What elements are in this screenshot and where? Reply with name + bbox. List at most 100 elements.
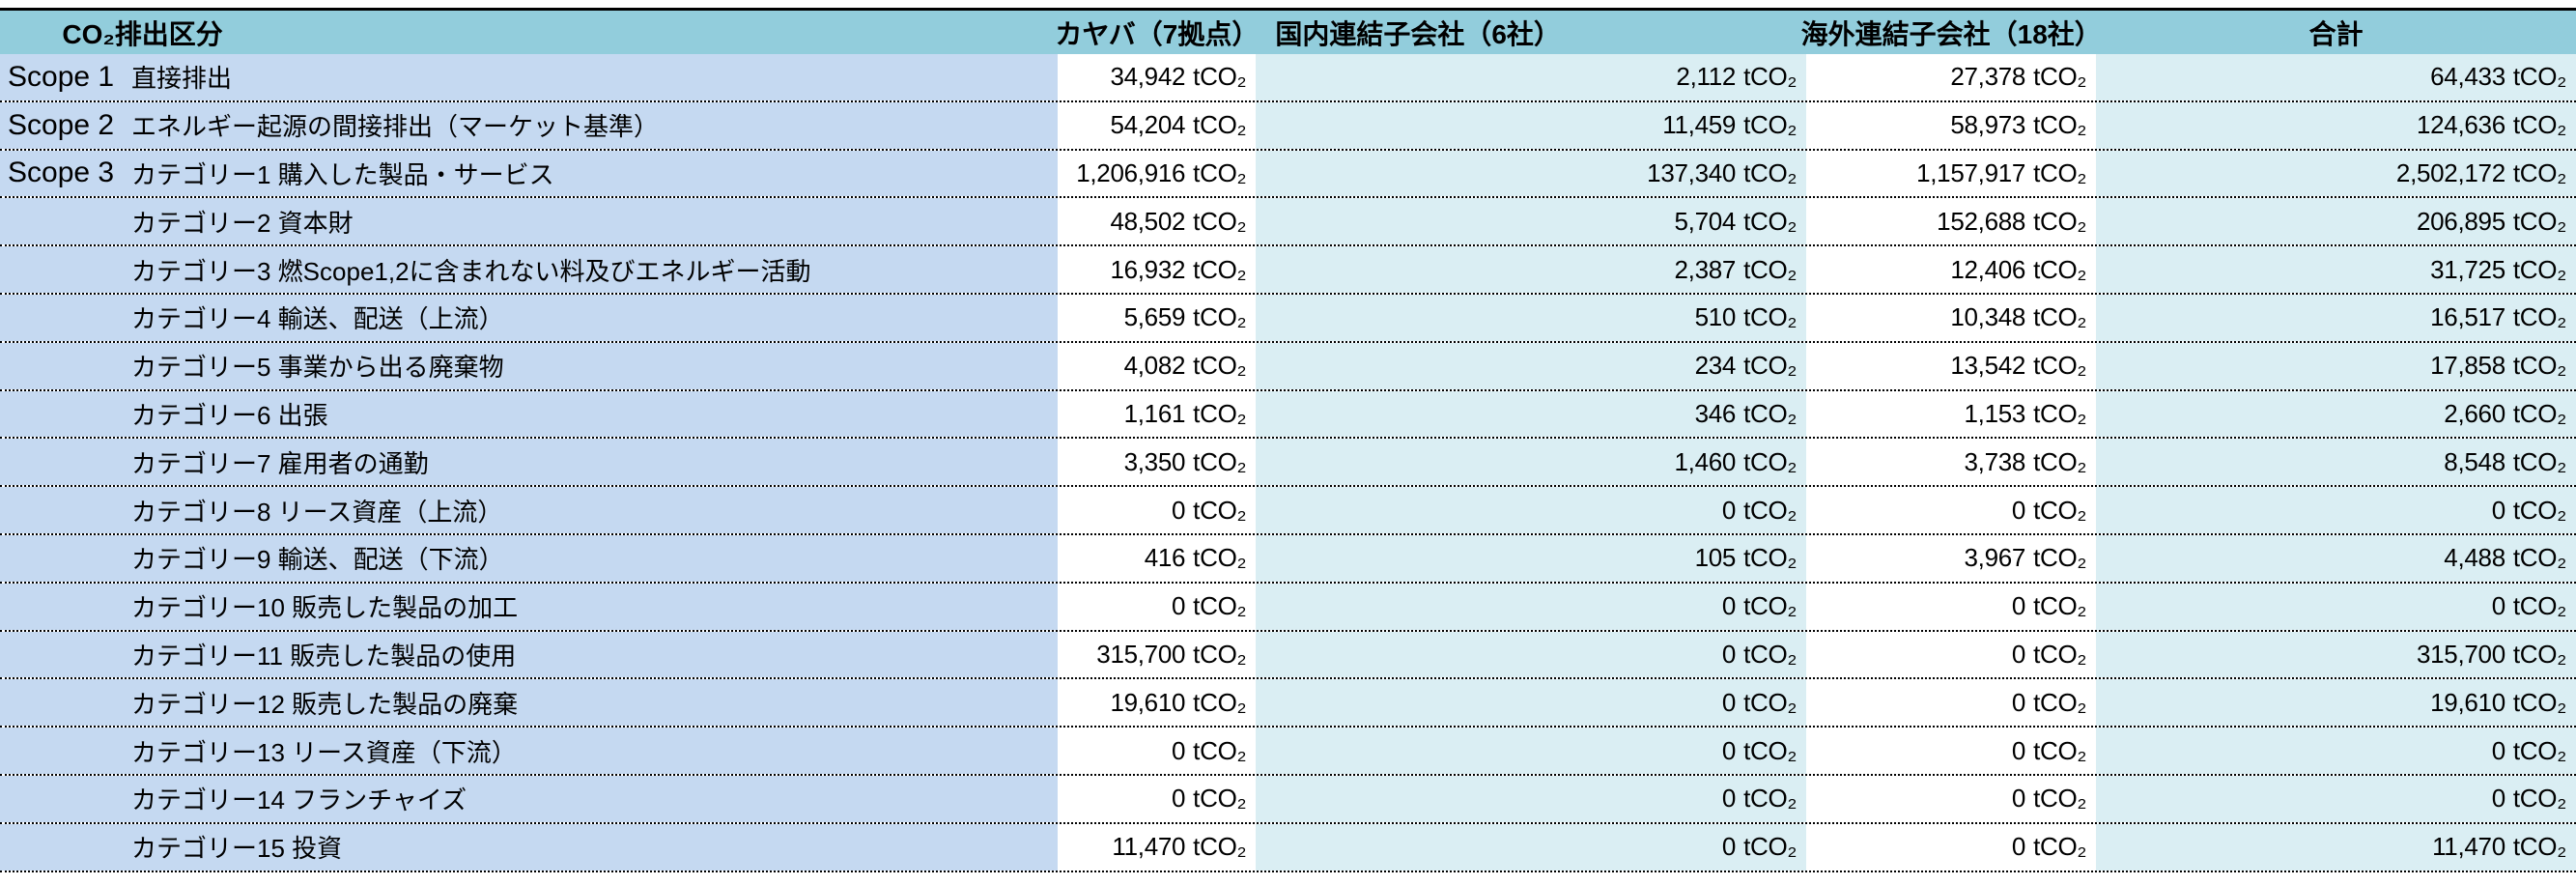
unit-label: tCO₂ xyxy=(1743,206,1798,236)
overseas-value-cell: 1,153 tCO₂ xyxy=(1806,390,2097,438)
unit-label: tCO₂ xyxy=(1193,351,1247,381)
category-label: カテゴリー9 輸送、配送（下流） xyxy=(131,545,504,575)
kayaba-value: 11,470 xyxy=(1112,832,1186,862)
kayaba-value: 0 xyxy=(1172,495,1186,525)
total-value: 31,725 xyxy=(2430,254,2505,284)
header-category: CO₂排出区分 xyxy=(0,11,1058,54)
overseas-value-cell: 58,973 tCO₂ xyxy=(1806,101,2097,149)
overseas-value-cell: 0 tCO₂ xyxy=(1806,679,2097,727)
total-value: 4,488 xyxy=(2444,543,2505,573)
domestic-value-cell: 2,387 tCO₂ xyxy=(1256,246,1807,293)
kayaba-value: 19,610 xyxy=(1110,687,1186,717)
overseas-value-cell: 0 tCO₂ xyxy=(1806,728,2097,774)
domestic-value-cell: 0 tCO₂ xyxy=(1256,775,1807,822)
kayaba-value: 34,942 xyxy=(1110,62,1186,92)
category-cell: Scope 2 エネルギー起源の間接排出（マーケット基準） xyxy=(0,101,1059,149)
unit-label: tCO₂ xyxy=(2033,302,2087,332)
kayaba-value: 315,700 xyxy=(1096,639,1186,669)
table-row: Scope 1 直接排出 34,942 tCO₂ 2,112 tCO₂ 27,378… xyxy=(0,54,2576,102)
overseas-value-cell: 12,406 tCO₂ xyxy=(1806,246,2097,293)
domestic-value-cell: 0 tCO₂ xyxy=(1256,583,1807,630)
table-row: カテゴリー4 輸送、配送（上流） 5,659 tCO₂ 510 tCO₂ 10,34… xyxy=(0,294,2576,343)
scope-label: Scope 1 xyxy=(8,60,115,93)
total-value: 2,660 xyxy=(2444,398,2505,428)
overseas-value: 10,348 xyxy=(1950,302,2026,332)
total-value-cell: 19,610 tCO₂ xyxy=(2096,679,2576,727)
table-row: カテゴリー3 燃Scope1,2に含まれない料及びエネルギー活動 16,932 t… xyxy=(0,246,2576,295)
domestic-value: 2,112 xyxy=(1676,62,1737,92)
category-cell: カテゴリー7 雇用者の通勤 xyxy=(0,439,1059,486)
total-value: 0 xyxy=(2491,784,2505,814)
unit-label: tCO₂ xyxy=(1193,687,1247,717)
unit-label: tCO₂ xyxy=(2512,543,2566,573)
header-category-label: CO₂排出区分 xyxy=(62,18,223,49)
domestic-value: 105 xyxy=(1694,543,1737,573)
category-label: 直接排出 xyxy=(131,64,233,94)
unit-label: tCO₂ xyxy=(2033,639,2087,669)
header-domestic-label: 国内連結子会社（6社） xyxy=(1275,18,1561,49)
table-row: カテゴリー5 事業から出る廃棄物 4,082 tCO₂ 234 tCO₂ 13,54… xyxy=(0,342,2576,391)
unit-label: tCO₂ xyxy=(1193,62,1247,92)
kayaba-value-cell: 3,350 tCO₂ xyxy=(1058,439,1257,486)
domestic-value: 234 xyxy=(1694,351,1737,381)
overseas-value-cell: 3,738 tCO₂ xyxy=(1806,439,2097,486)
overseas-value: 152,688 xyxy=(1937,206,2026,236)
unit-label: tCO₂ xyxy=(1193,543,1247,573)
category-label: カテゴリー1 購入した製品・サービス xyxy=(131,159,554,189)
kayaba-value: 4,082 xyxy=(1123,351,1186,381)
overseas-value: 1,157,917 xyxy=(1916,157,2026,187)
total-value: 16,517 xyxy=(2430,302,2505,332)
category-cell: カテゴリー5 事業から出る廃棄物 xyxy=(0,342,1059,389)
kayaba-value-cell: 1,161 tCO₂ xyxy=(1058,390,1257,438)
domestic-value: 0 xyxy=(1721,784,1737,814)
kayaba-value: 0 xyxy=(1172,591,1186,621)
overseas-value: 3,967 xyxy=(1964,543,2026,573)
total-value-cell: 0 tCO₂ xyxy=(2096,487,2576,533)
unit-label: tCO₂ xyxy=(1743,351,1798,381)
header-total: 合計 xyxy=(2096,11,2576,54)
table-row: カテゴリー6 出張 1,161 tCO₂ 346 tCO₂ 1,153 tCO₂ 2,… xyxy=(0,390,2576,440)
scope-label: Scope 2 xyxy=(8,108,115,141)
unit-label: tCO₂ xyxy=(1193,157,1247,187)
domestic-value-cell: 0 tCO₂ xyxy=(1256,728,1807,774)
top-whitespace xyxy=(0,0,2576,8)
domestic-value: 2,387 xyxy=(1674,254,1737,284)
overseas-value: 0 xyxy=(2011,591,2026,621)
category-label: カテゴリー13 リース資産（下流） xyxy=(131,737,517,767)
unit-label: tCO₂ xyxy=(2512,206,2566,236)
category-cell: カテゴリー4 輸送、配送（上流） xyxy=(0,294,1059,341)
unit-label: tCO₂ xyxy=(1743,784,1798,814)
total-value: 206,895 xyxy=(2416,206,2505,236)
header-domestic-subsidiaries: 国内連結子会社（6社） xyxy=(1256,11,1806,54)
domestic-value-cell: 137,340 tCO₂ xyxy=(1256,150,1807,197)
overseas-value: 0 xyxy=(2011,639,2026,669)
unit-label: tCO₂ xyxy=(2033,110,2087,140)
overseas-value: 3,738 xyxy=(1964,446,2026,476)
table-row: カテゴリー2 資本財 48,502 tCO₂ 5,704 tCO₂ 152,688 t… xyxy=(0,198,2576,247)
unit-label: tCO₂ xyxy=(1193,735,1247,765)
kayaba-value-cell: 0 tCO₂ xyxy=(1058,775,1257,822)
kayaba-value: 54,204 xyxy=(1110,110,1186,140)
category-cell: カテゴリー14 フランチャイズ xyxy=(0,775,1059,822)
unit-label: tCO₂ xyxy=(2512,351,2566,381)
total-value: 19,610 xyxy=(2430,687,2505,717)
total-value: 315,700 xyxy=(2416,639,2505,669)
domestic-value-cell: 0 tCO₂ xyxy=(1256,823,1807,871)
category-cell: カテゴリー11 販売した製品の使用 xyxy=(0,631,1059,678)
overseas-value: 0 xyxy=(2011,687,2026,717)
unit-label: tCO₂ xyxy=(1193,591,1247,621)
unit-label: tCO₂ xyxy=(2512,446,2566,476)
table-row: Scope 3 カテゴリー1 購入した製品・サービス 1,206,916 tCO₂… xyxy=(0,150,2576,199)
domestic-value-cell: 5,704 tCO₂ xyxy=(1256,198,1807,245)
total-value-cell: 0 tCO₂ xyxy=(2096,583,2576,630)
kayaba-value-cell: 54,204 tCO₂ xyxy=(1058,101,1257,149)
total-value-cell: 64,433 tCO₂ xyxy=(2096,54,2576,100)
unit-label: tCO₂ xyxy=(2512,832,2566,862)
kayaba-value-cell: 0 tCO₂ xyxy=(1058,487,1257,533)
unit-label: tCO₂ xyxy=(2512,735,2566,765)
overseas-value-cell: 13,542 tCO₂ xyxy=(1806,342,2097,389)
unit-label: tCO₂ xyxy=(1743,62,1798,92)
kayaba-value-cell: 0 tCO₂ xyxy=(1058,728,1257,774)
domestic-value-cell: 0 tCO₂ xyxy=(1256,679,1807,727)
table-row: Scope 2 エネルギー起源の間接排出（マーケット基準） 54,204 tCO₂… xyxy=(0,101,2576,151)
